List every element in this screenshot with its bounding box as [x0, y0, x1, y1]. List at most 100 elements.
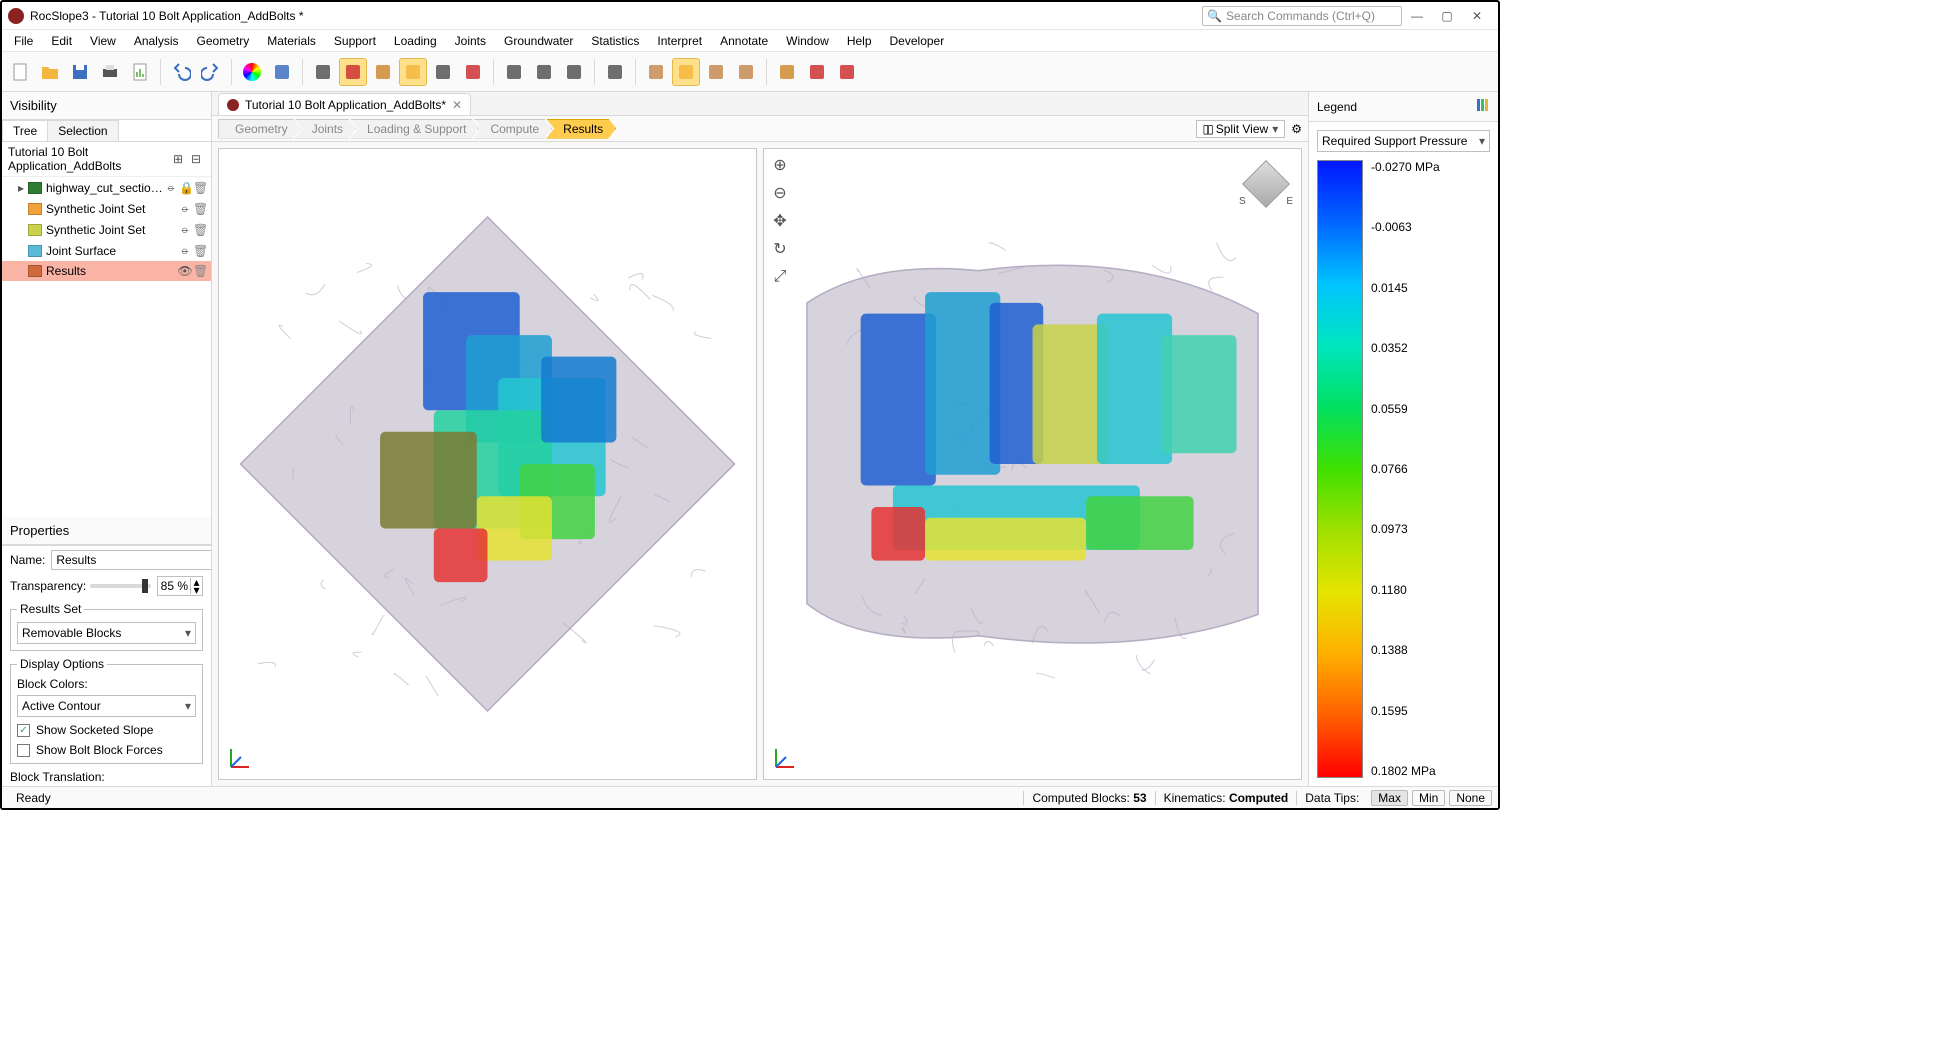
toolbar-cube-a[interactable]	[642, 58, 670, 86]
show-socketed-checkbox[interactable]: ✓ Show Socketed Slope	[17, 723, 196, 737]
toolbar-poly-select[interactable]	[530, 58, 558, 86]
toolbar-cube-wire[interactable]	[369, 58, 397, 86]
toolbar-anchor[interactable]	[429, 58, 457, 86]
visibility-toggle-icon[interactable]: ⦵	[177, 201, 193, 216]
toolbar-new-doc[interactable]	[6, 58, 34, 86]
stage-loading-support[interactable]: Loading & Support	[350, 119, 479, 139]
tree-item[interactable]: Joint Surface⦵🗑	[2, 240, 211, 261]
toolbar-undo[interactable]	[167, 58, 195, 86]
menu-materials[interactable]: Materials	[259, 32, 324, 50]
menu-joints[interactable]: Joints	[447, 32, 494, 50]
legend-tick: 0.0973	[1371, 522, 1440, 536]
menu-groundwater[interactable]: Groundwater	[496, 32, 581, 50]
toolbar-report[interactable]	[126, 58, 154, 86]
tree-item[interactable]: Synthetic Joint Set⦵🗑	[2, 219, 211, 240]
name-input[interactable]	[51, 550, 211, 570]
document-tab-close-icon[interactable]: ✕	[452, 98, 462, 112]
lock-icon[interactable]: 🔒	[179, 181, 193, 195]
pan-icon[interactable]: ✥	[770, 211, 790, 231]
close-button[interactable]: ✕	[1462, 9, 1492, 23]
stage-results[interactable]: Results	[546, 119, 616, 139]
toolbar-mesh-select[interactable]	[560, 58, 588, 86]
visibility-toggle-icon[interactable]: 👁	[177, 264, 193, 278]
toolbar-cube-d[interactable]	[732, 58, 760, 86]
menu-support[interactable]: Support	[326, 32, 384, 50]
viewport-left[interactable]	[218, 148, 757, 780]
toolbar-cube-c[interactable]	[702, 58, 730, 86]
toolbar-bolt-fan[interactable]	[601, 58, 629, 86]
datatip-none-button[interactable]: None	[1449, 790, 1492, 806]
visibility-tab-tree[interactable]: Tree	[2, 120, 48, 141]
view-mode-select[interactable]: ▯▯ Split View ▾	[1196, 120, 1286, 138]
block-colors-select[interactable]: Active Contour▾	[17, 695, 196, 717]
legend-variable-select[interactable]: Required Support Pressure▾	[1317, 130, 1490, 152]
zoom-out-icon[interactable]: ⊖	[770, 183, 790, 203]
stage-compute[interactable]: Compute	[473, 119, 552, 139]
menu-developer[interactable]: Developer	[882, 32, 953, 50]
document-tab[interactable]: Tutorial 10 Bolt Application_AddBolts* ✕	[218, 93, 471, 115]
menu-analysis[interactable]: Analysis	[126, 32, 187, 50]
viewport-right[interactable]: ⊕ ⊖ ✥ ↻ ⤢ S E	[763, 148, 1302, 780]
menu-annotate[interactable]: Annotate	[712, 32, 776, 50]
menu-edit[interactable]: Edit	[43, 32, 80, 50]
tree-item[interactable]: Results👁🗑	[2, 261, 211, 281]
search-commands-input[interactable]: 🔍 Search Commands (Ctrl+Q)	[1202, 6, 1402, 26]
menu-loading[interactable]: Loading	[386, 32, 445, 50]
datatip-max-button[interactable]: Max	[1371, 790, 1408, 806]
toolbar-color-wheel[interactable]	[238, 58, 266, 86]
toolbar-arrow-x[interactable]	[833, 58, 861, 86]
visibility-toggle-icon[interactable]: ⦵	[177, 243, 193, 258]
legend-tick: 0.0352	[1371, 341, 1440, 355]
minimize-button[interactable]: ―	[1402, 9, 1432, 23]
transparency-value[interactable]: 85 % ▴▾	[157, 576, 203, 596]
menu-geometry[interactable]: Geometry	[189, 32, 258, 50]
viewport-settings-icon[interactable]: ⚙	[1291, 122, 1302, 136]
toolbar-box-x[interactable]	[459, 58, 487, 86]
delete-icon[interactable]: 🗑	[193, 264, 207, 278]
toolbar-save[interactable]	[66, 58, 94, 86]
collapse-all-icon[interactable]: ⊟	[191, 152, 205, 166]
legend-settings-icon[interactable]	[1476, 98, 1490, 115]
menu-interpret[interactable]: Interpret	[649, 32, 710, 50]
toolbar-cube-b[interactable]	[672, 58, 700, 86]
toolbar-open-folder[interactable]	[36, 58, 64, 86]
delete-icon[interactable]: 🗑	[193, 181, 207, 195]
status-ready: Ready	[8, 791, 59, 805]
toolbar-cube-solid[interactable]	[339, 58, 367, 86]
results-set-select[interactable]: Removable Blocks▾	[17, 622, 196, 644]
delete-icon[interactable]: 🗑	[193, 202, 207, 216]
tree-item[interactable]: ▸highway_cut_section.Defa…⦵🔒🗑	[2, 177, 211, 198]
delete-icon[interactable]: 🗑	[193, 223, 207, 237]
transparency-slider[interactable]	[90, 584, 151, 588]
stage-geometry[interactable]: Geometry	[218, 119, 301, 139]
tree-root-label: Tutorial 10 Bolt Application_AddBolts	[8, 145, 169, 173]
orbit-icon[interactable]: ↻	[770, 239, 790, 259]
toolbar-redo[interactable]	[197, 58, 225, 86]
datatip-min-button[interactable]: Min	[1412, 790, 1445, 806]
toolbar-lasso[interactable]	[500, 58, 528, 86]
menu-window[interactable]: Window	[778, 32, 837, 50]
show-bolt-forces-checkbox[interactable]: Show Bolt Block Forces	[17, 743, 196, 757]
tree-item[interactable]: Synthetic Joint Set⦵🗑	[2, 198, 211, 219]
maximize-button[interactable]: ▢	[1432, 9, 1462, 23]
menu-help[interactable]: Help	[839, 32, 880, 50]
delete-icon[interactable]: 🗑	[193, 244, 207, 258]
visibility-toggle-icon[interactable]: ⦵	[177, 222, 193, 237]
fit-icon[interactable]: ⤢	[770, 267, 790, 287]
legend-tick: 0.1802 MPa	[1371, 764, 1440, 778]
menu-file[interactable]: File	[6, 32, 41, 50]
menu-view[interactable]: View	[82, 32, 124, 50]
toolbar-print[interactable]	[96, 58, 124, 86]
toolbar-select-box[interactable]	[399, 58, 427, 86]
menu-statistics[interactable]: Statistics	[583, 32, 647, 50]
expand-all-icon[interactable]: ⊞	[173, 152, 187, 166]
visibility-toggle-icon[interactable]: ⦵	[163, 180, 179, 195]
toolbar-arrow-ne[interactable]	[803, 58, 831, 86]
visibility-tab-selection[interactable]: Selection	[47, 120, 118, 141]
zoom-in-icon[interactable]: ⊕	[770, 155, 790, 175]
stage-joints[interactable]: Joints	[295, 119, 356, 139]
toolbar-image-tile[interactable]	[268, 58, 296, 86]
toolbar-select-arrow[interactable]	[309, 58, 337, 86]
orientation-cube[interactable]: S E	[1241, 159, 1291, 209]
toolbar-region[interactable]	[773, 58, 801, 86]
